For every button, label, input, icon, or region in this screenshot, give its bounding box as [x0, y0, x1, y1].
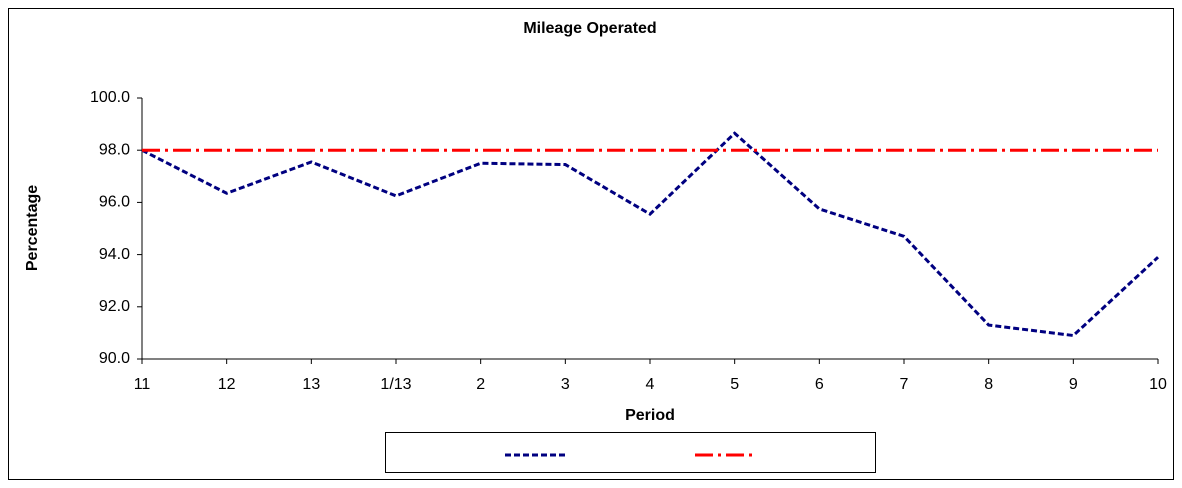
y-axis-label: Percentage: [24, 185, 41, 271]
y-tick-label: 98.0: [99, 141, 130, 158]
x-tick-label: 10: [1149, 376, 1167, 393]
x-tick-label: 12: [218, 376, 236, 393]
y-tick-label: 100.0: [90, 89, 130, 106]
x-tick-label: 8: [984, 376, 993, 393]
x-tick-label: 3: [561, 376, 570, 393]
x-tick-label: 11: [134, 376, 151, 393]
x-tick-label: 1/13: [380, 376, 411, 393]
y-tick-label: 92.0: [99, 298, 130, 315]
x-tick-label: 5: [730, 376, 739, 393]
x-tick-label: 6: [815, 376, 824, 393]
legend-box: [385, 432, 876, 473]
series-line: [141, 131, 1160, 338]
x-tick-label: 9: [1069, 376, 1078, 393]
chart-title: Mileage Operated: [523, 20, 656, 37]
y-tick-label: 96.0: [99, 194, 130, 211]
x-axis-label: Period: [625, 407, 675, 424]
x-tick-label: 4: [646, 376, 655, 393]
x-tick-label: 7: [900, 376, 909, 393]
y-tick-label: 90.0: [99, 350, 130, 367]
chart-frame: [8, 8, 1174, 480]
x-tick-label: 2: [476, 376, 485, 393]
x-tick-label: 13: [302, 376, 320, 393]
y-tick-label: 94.0: [99, 246, 130, 263]
